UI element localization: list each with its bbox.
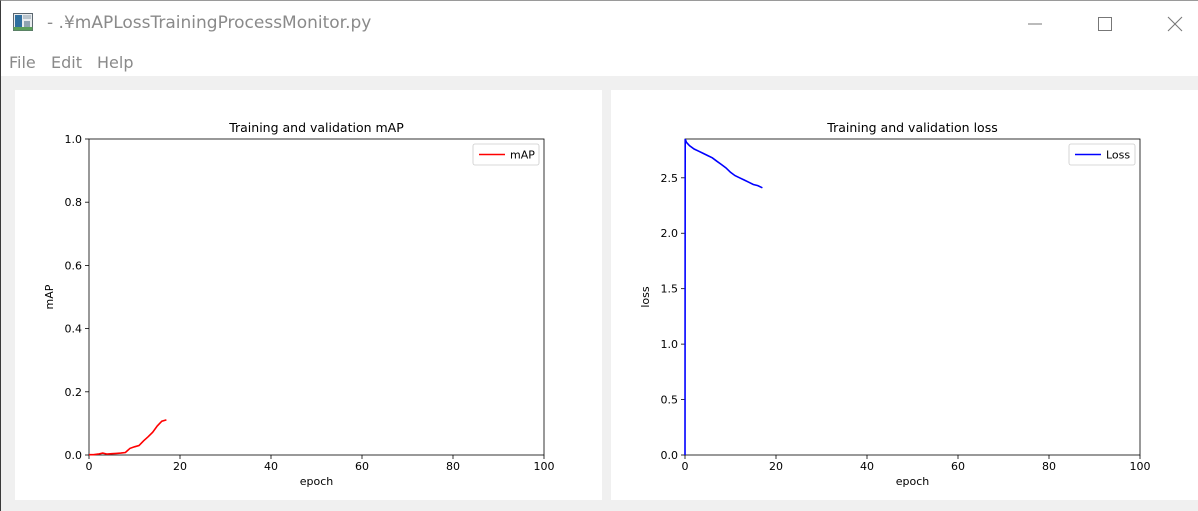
y-tick-label: 1.0 xyxy=(661,338,679,351)
series-line-map xyxy=(89,419,167,456)
y-tick-label: 0.5 xyxy=(661,394,679,407)
menu-help[interactable]: Help xyxy=(97,53,134,72)
close-button[interactable] xyxy=(1140,1,1198,47)
chart-title: Training and validation mAP xyxy=(228,120,404,135)
x-axis-ticks: 0 20 40 60 80 100 xyxy=(86,455,555,473)
minimize-icon xyxy=(1028,23,1042,25)
loss-chart: Training and validation loss epoch loss … xyxy=(639,120,1151,488)
legend: Loss xyxy=(1068,143,1136,166)
y-axis-label: mAP xyxy=(43,284,56,309)
y-tick-label: 0.0 xyxy=(65,449,83,462)
legend-box xyxy=(472,143,540,166)
x-axis-ticks: 0 20 40 60 80 100 xyxy=(682,455,1151,473)
y-tick-label: 0.8 xyxy=(65,196,83,209)
python-app-icon xyxy=(13,13,33,31)
map-chart: Training and validation mAP epoch mAP 0 2… xyxy=(43,120,555,488)
y-tick-label: 1.5 xyxy=(661,283,679,296)
x-axis-label: epoch xyxy=(300,475,334,488)
title-bar[interactable]: - .¥mAPLossTrainingProcessMonitor.py xyxy=(1,1,1198,47)
window-title: - .¥mAPLossTrainingProcessMonitor.py xyxy=(47,13,372,33)
x-tick-label: 40 xyxy=(860,460,874,473)
maximize-button[interactable] xyxy=(1070,1,1140,47)
menu-bar: File Edit Help xyxy=(1,47,1198,76)
legend-label: Loss xyxy=(1106,149,1130,162)
series-line-loss xyxy=(684,138,763,456)
y-tick-label: 0.0 xyxy=(661,449,679,462)
plot-area xyxy=(684,138,1141,456)
chart-title: Training and validation loss xyxy=(826,120,997,135)
plot-area xyxy=(88,138,545,456)
legend-box xyxy=(1068,143,1136,166)
y-tick-label: 0.6 xyxy=(65,259,83,272)
legend-label: mAP xyxy=(510,149,535,162)
menu-file[interactable]: File xyxy=(9,53,36,72)
y-tick-label: 1.0 xyxy=(65,133,83,146)
y-tick-label: 2.0 xyxy=(661,227,679,240)
maximize-icon xyxy=(1098,17,1112,31)
y-axis-label: loss xyxy=(639,286,652,308)
loss-chart-panel: Training and validation loss epoch loss … xyxy=(611,90,1198,500)
x-tick-label: 0 xyxy=(682,460,689,473)
y-tick-label: 2.5 xyxy=(661,172,679,185)
legend: mAP xyxy=(472,143,540,166)
x-tick-label: 60 xyxy=(951,460,965,473)
y-axis-ticks: 0.0 0.2 0.4 0.6 0.8 1.0 xyxy=(65,133,89,462)
close-icon xyxy=(1167,16,1183,32)
y-axis-ticks: 0.0 0.5 1.0 1.5 2.0 2.5 xyxy=(661,172,685,462)
minimize-button[interactable] xyxy=(1000,1,1070,47)
x-tick-label: 60 xyxy=(355,460,369,473)
x-tick-label: 80 xyxy=(446,460,460,473)
x-tick-label: 100 xyxy=(534,460,555,473)
x-tick-label: 40 xyxy=(264,460,278,473)
map-chart-panel: Training and validation mAP epoch mAP 0 2… xyxy=(15,90,602,500)
x-axis-label: epoch xyxy=(896,475,930,488)
x-tick-label: 20 xyxy=(769,460,783,473)
x-tick-label: 20 xyxy=(173,460,187,473)
x-tick-label: 80 xyxy=(1042,460,1056,473)
menu-edit[interactable]: Edit xyxy=(51,53,82,72)
x-tick-label: 100 xyxy=(1130,460,1151,473)
x-tick-label: 0 xyxy=(86,460,93,473)
y-tick-label: 0.2 xyxy=(65,386,83,399)
y-tick-label: 0.4 xyxy=(65,323,83,336)
